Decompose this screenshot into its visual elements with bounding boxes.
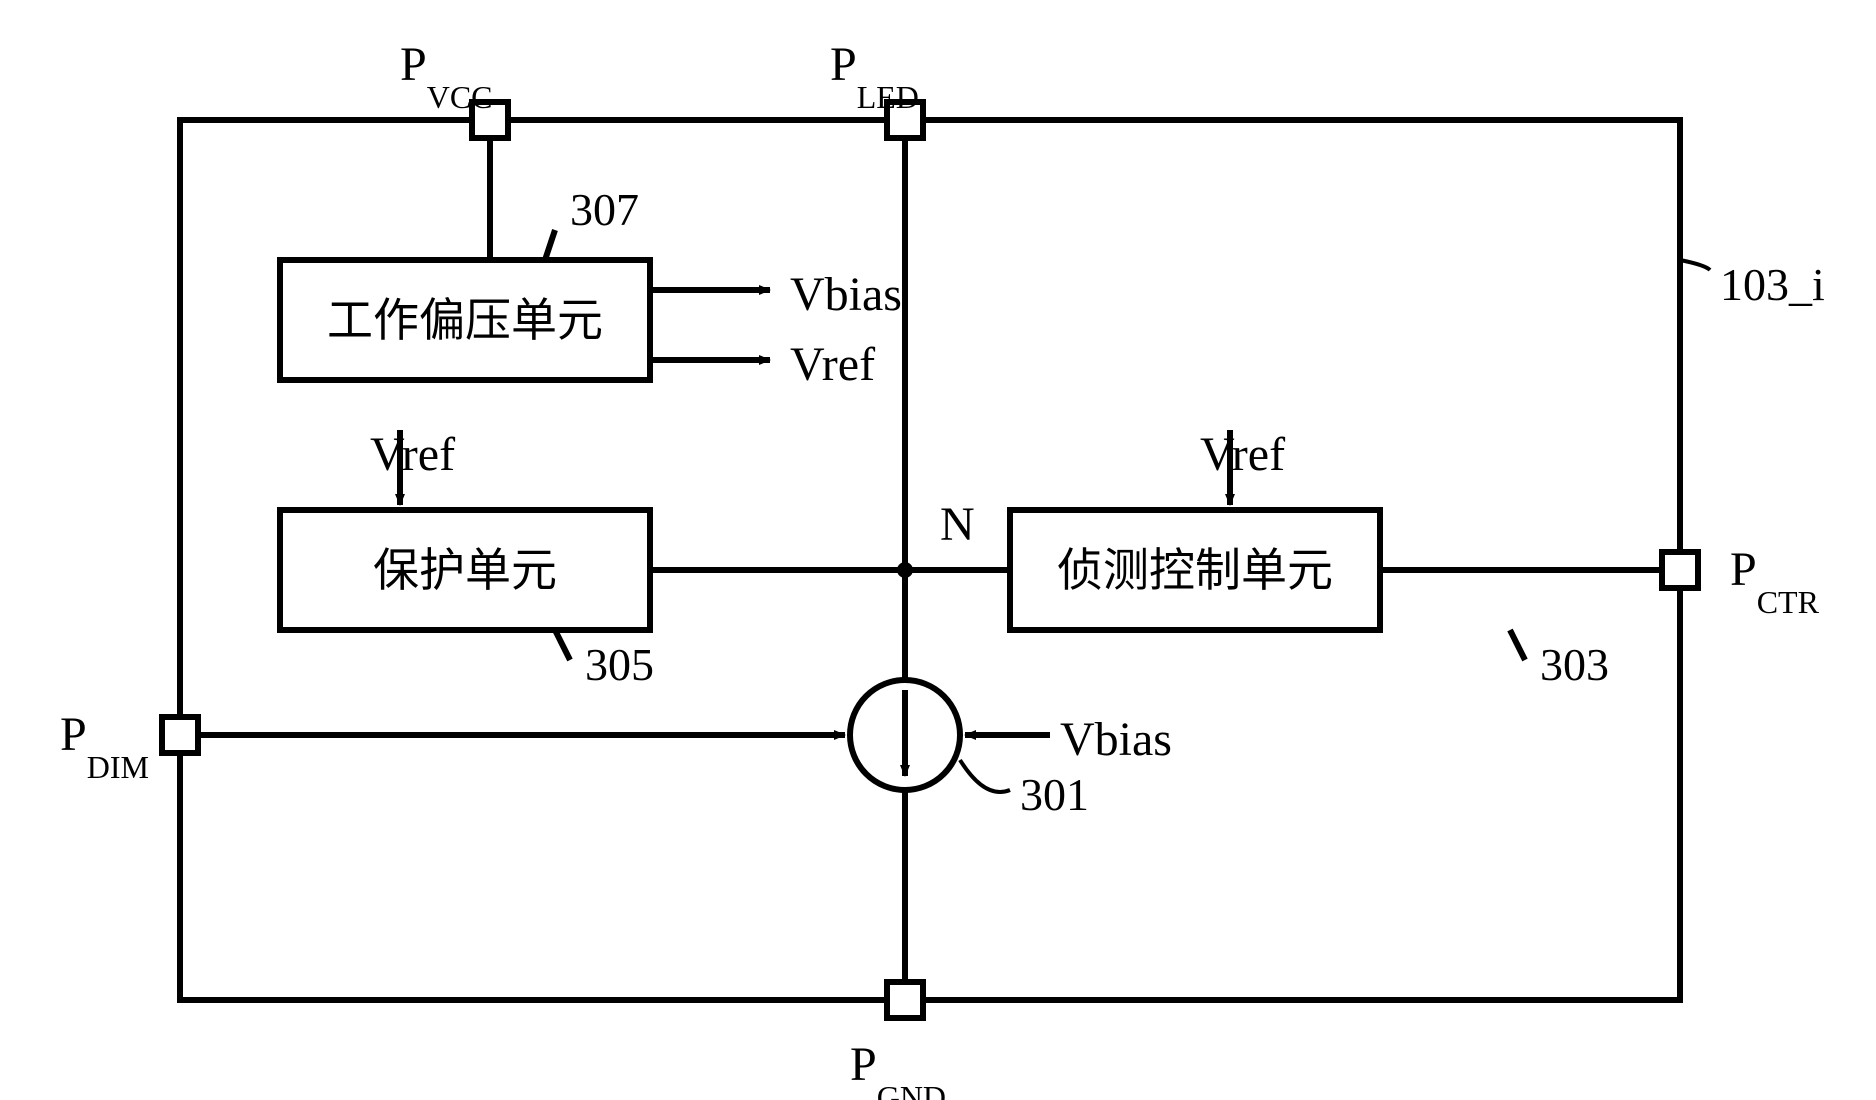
leader-103i (1680, 260, 1710, 270)
block-num-detect: 303 (1540, 639, 1609, 690)
wire-leader_305 (555, 630, 570, 660)
signal-vref_in_protect: Vref (370, 428, 455, 481)
pin-ctr (1662, 552, 1698, 588)
node-n-label: N (940, 498, 975, 551)
pin-label-led: PLED (830, 38, 919, 115)
current-source: 301 (850, 680, 1089, 820)
block-num-protect: 305 (585, 639, 654, 690)
signal-vref_out: Vref (790, 338, 875, 391)
wire-leader_303 (1510, 630, 1525, 660)
chip-label: 103_i (1720, 259, 1825, 310)
signal-vbias_in_src: Vbias (1060, 713, 1172, 766)
circuit-diagram: 工作偏压单元 307 保护单元 305 侦测控制单元 303 PVCC PLED PDIM PC… (0, 0, 1876, 1100)
current-source-num: 301 (1020, 769, 1089, 820)
block-num-bias: 307 (570, 184, 639, 235)
leader-301 (960, 760, 1010, 792)
pin-label-ctr: PCTR (1730, 543, 1820, 620)
node-n-dot (897, 562, 913, 578)
pin-label-vcc: PVCC (400, 38, 493, 115)
pin-label-gnd: PGND (850, 1038, 946, 1100)
signal-vref_in_detect: Vref (1200, 428, 1285, 481)
pin-label-dim: PDIM (60, 708, 149, 785)
wire-leader_307 (545, 230, 555, 260)
block-label-bias: 工作偏压单元 (327, 295, 603, 346)
pin-dim (162, 717, 198, 753)
pin-gnd (887, 982, 923, 1018)
block-label-detect: 侦测控制单元 (1057, 545, 1333, 596)
blocks-group: 工作偏压单元 307 保护单元 305 侦测控制单元 303 (280, 184, 1609, 690)
block-label-protect: 保护单元 (373, 545, 557, 596)
signal-vbias_out: Vbias (790, 268, 902, 321)
